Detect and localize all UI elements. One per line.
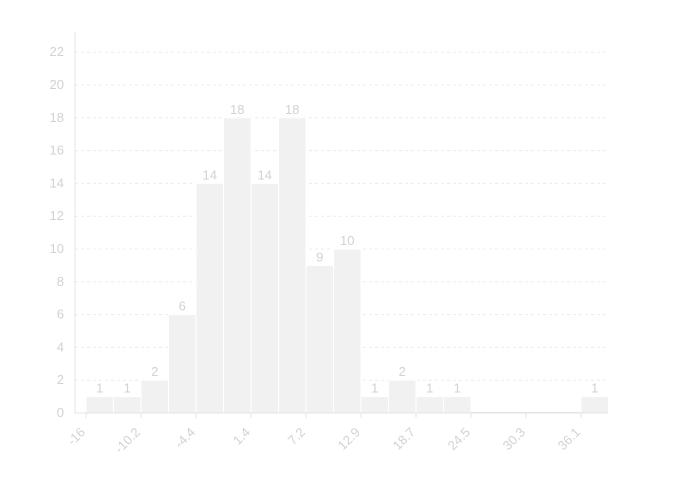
x-tick-label-6: 18.7 <box>390 425 419 454</box>
bar-11 <box>388 379 417 414</box>
data-label-1: 1 <box>124 381 131 396</box>
y-tick-label-8: 8 <box>57 274 64 289</box>
bar-6 <box>250 182 279 414</box>
y-tick-label-2: 2 <box>57 372 64 387</box>
bar-4 <box>195 182 224 414</box>
x-tick-label-1: -10.2 <box>112 425 144 457</box>
data-label-3: 6 <box>179 299 186 314</box>
x-tick-label-3: 1.4 <box>230 425 253 448</box>
y-tick-label-20: 20 <box>50 77 64 92</box>
x-tick-label-4: 7.2 <box>285 425 308 448</box>
bar-1 <box>113 396 142 414</box>
data-label-6: 14 <box>258 167 272 182</box>
y-tick-label-22: 22 <box>50 44 64 59</box>
bar-18 <box>580 396 609 414</box>
y-tick-label-16: 16 <box>50 143 64 158</box>
y-tick-label-0: 0 <box>57 405 64 420</box>
x-tick-label-5: 12.9 <box>335 425 364 454</box>
x-tick-label-7: 24.5 <box>445 425 474 454</box>
axes <box>74 32 608 418</box>
y-tick-label-18: 18 <box>50 110 64 125</box>
bar-5 <box>223 117 252 414</box>
bar-12 <box>415 396 444 414</box>
data-label-18: 1 <box>591 381 598 396</box>
data-label-13: 1 <box>454 381 461 396</box>
data-label-11: 2 <box>399 364 406 379</box>
bar-13 <box>443 396 472 414</box>
y-tick-label-14: 14 <box>50 175 64 190</box>
data-label-7: 18 <box>285 102 299 117</box>
bars <box>85 117 609 414</box>
y-tick-label-10: 10 <box>50 241 64 256</box>
y-tick-label-6: 6 <box>57 307 64 322</box>
bar-3 <box>168 314 197 414</box>
data-label-4: 14 <box>203 167 217 182</box>
bar-9 <box>333 248 362 414</box>
y-tick-label-12: 12 <box>50 208 64 223</box>
x-tick-label-2: -4.4 <box>172 425 198 451</box>
data-label-9: 10 <box>340 233 354 248</box>
x-tick-label-0: -16 <box>64 425 88 449</box>
bar-8 <box>305 264 334 414</box>
bar-2 <box>140 379 169 414</box>
x-tick-label-8: 30.3 <box>500 425 529 454</box>
data-label-2: 2 <box>151 364 158 379</box>
bar-10 <box>360 396 389 414</box>
data-label-5: 18 <box>230 102 244 117</box>
data-label-10: 1 <box>371 381 378 396</box>
y-tick-label-4: 4 <box>57 339 64 354</box>
bar-0 <box>85 396 114 414</box>
data-label-8: 9 <box>316 249 323 264</box>
data-label-12: 1 <box>426 381 433 396</box>
data-label-0: 1 <box>96 381 103 396</box>
x-tick-label-9: 36.1 <box>555 425 584 454</box>
bar-7 <box>278 117 307 414</box>
